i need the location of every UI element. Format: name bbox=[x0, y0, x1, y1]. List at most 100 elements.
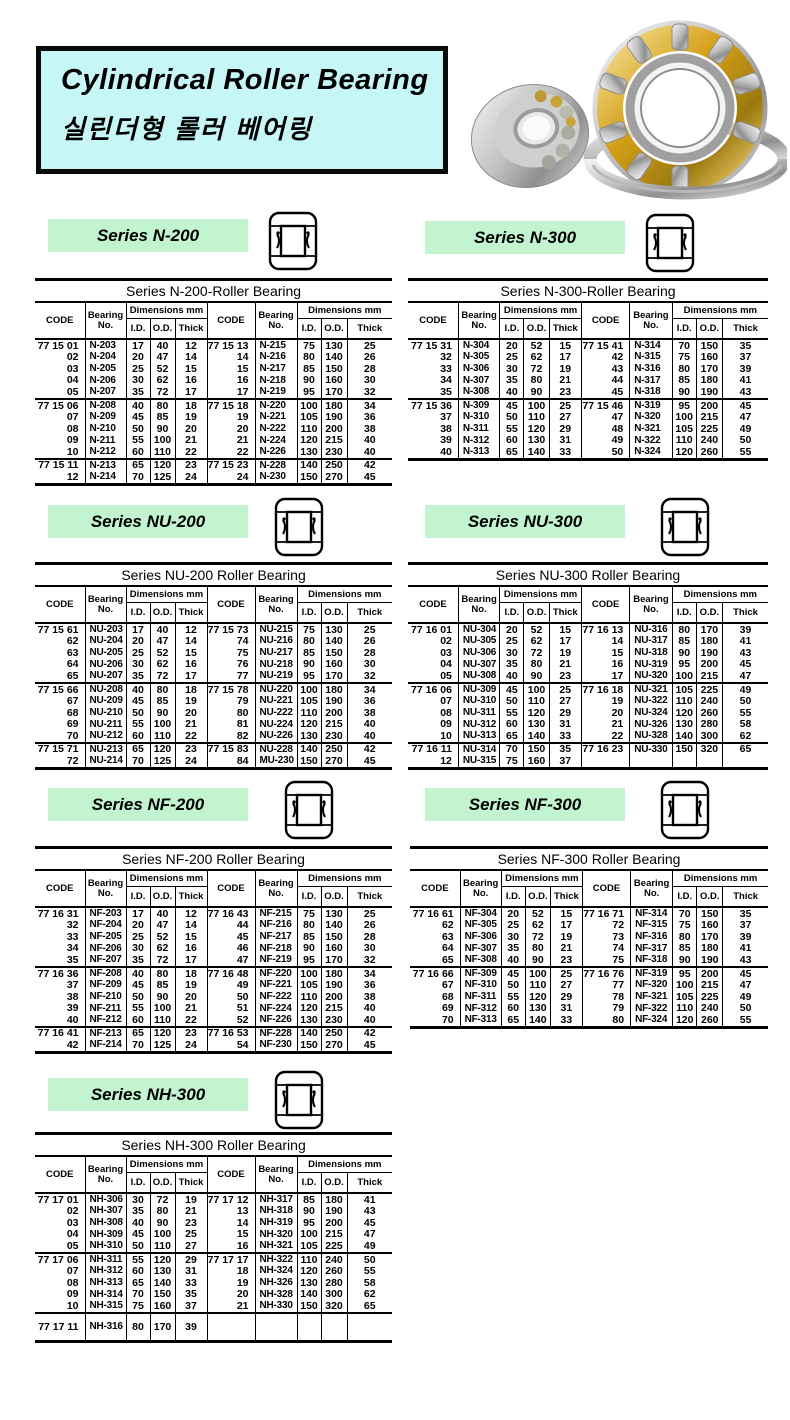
table-cell: 100 bbox=[149, 718, 175, 731]
table-cell: 77 16 36 bbox=[35, 966, 85, 980]
bearing-cross-section-icon bbox=[658, 779, 712, 841]
table-row: 02 N-204 20 47 14 14 N-216 80 140 26 bbox=[35, 351, 393, 364]
table-cell: N-209 bbox=[84, 411, 126, 424]
table-cell: 17 bbox=[125, 906, 150, 920]
table-cell: N-211 bbox=[84, 434, 126, 447]
table-cell: 43 bbox=[722, 647, 768, 659]
table-cell: 72 bbox=[149, 386, 175, 399]
table-cell: 77 15 73 bbox=[206, 622, 255, 636]
table-cell: 85 bbox=[149, 979, 175, 992]
table-cell: 90 bbox=[672, 954, 697, 967]
table-cell: NU-219 bbox=[254, 670, 297, 683]
table-row: 34 N-307 35 80 21 44 N-317 85 180 41 bbox=[408, 374, 768, 387]
table-cell: 19 bbox=[174, 1192, 207, 1206]
table-row: 09 NU-312 60 130 31 21 NU-326 130 280 58 bbox=[408, 718, 768, 731]
table-cell: 07 bbox=[66, 411, 79, 424]
table-row: 35 N-308 40 90 23 45 N-318 90 190 43 bbox=[408, 386, 768, 399]
table-cell: 55 bbox=[500, 991, 526, 1003]
table-cell: 77 16 48 bbox=[206, 966, 255, 980]
column-header-thick: Thick bbox=[549, 886, 583, 907]
table-cell: 21 bbox=[174, 718, 207, 731]
table-cell: 130 bbox=[523, 718, 550, 731]
table-cell: NU-319 bbox=[629, 658, 673, 671]
table-cell: 140 bbox=[149, 1277, 175, 1289]
table-cell: 90 bbox=[149, 423, 175, 435]
column-header-dimensions: Dimensions mm bbox=[500, 870, 583, 887]
table-cell: NF-317 bbox=[630, 942, 673, 955]
table-cell: 31 bbox=[548, 718, 582, 731]
table-cell: 140 bbox=[296, 457, 321, 472]
column-header-id: I.D. bbox=[125, 886, 150, 907]
table-cell: 150 bbox=[296, 1300, 321, 1313]
table-cell: NU-203 bbox=[84, 622, 126, 636]
table-cell: 77 16 23 bbox=[580, 741, 630, 756]
table-cell: 170 bbox=[695, 363, 723, 375]
table-cell: 55 bbox=[499, 423, 524, 435]
table-cell: NF-224 bbox=[254, 1002, 297, 1015]
table-cell: 80 bbox=[125, 1311, 150, 1342]
table-cell: 140 bbox=[523, 730, 550, 743]
table-row: 35 NF-207 35 72 17 47 NF-219 95 170 32 bbox=[35, 954, 393, 967]
table-cell: 125 bbox=[149, 755, 175, 769]
table-cell: 77 17 06 bbox=[35, 1252, 85, 1266]
table-cell: 70 bbox=[672, 906, 697, 920]
table-cell: 25 bbox=[125, 647, 150, 659]
table-cell: 250 bbox=[320, 741, 347, 756]
table-cell: 55 bbox=[125, 434, 150, 447]
table-cell: 190 bbox=[320, 411, 347, 424]
column-header-od: O.D. bbox=[523, 318, 550, 339]
table-cell: 77 16 43 bbox=[206, 906, 255, 920]
table-row: 05 NH-310 50 110 27 16 NH-321 105 225 49 bbox=[35, 1240, 393, 1253]
table-cell: 26 bbox=[346, 919, 393, 932]
table-cell: 72 bbox=[524, 931, 551, 943]
table-cell: NU-321 bbox=[629, 682, 673, 696]
column-header-bearing-no: Bearing No. bbox=[457, 302, 500, 339]
table-cell: 45 bbox=[580, 386, 630, 399]
table-cell: NU-205 bbox=[84, 647, 126, 659]
table-cell: 24 bbox=[174, 1039, 207, 1053]
table-row: 65 NU-207 35 72 17 77 NU-219 95 170 32 bbox=[35, 670, 393, 683]
table-cell: 40 bbox=[125, 398, 150, 412]
table-cell: NF-204 bbox=[84, 919, 126, 932]
table-cell: 120 bbox=[296, 434, 321, 447]
table-cell: 70 bbox=[125, 471, 150, 485]
table-row: 37 NF-209 45 85 19 49 NF-221 105 190 36 bbox=[35, 979, 393, 992]
column-header-dimensions: Dimensions mm bbox=[296, 302, 393, 319]
table-cell: 43 bbox=[722, 954, 768, 967]
table-cell: 80 bbox=[149, 966, 175, 980]
page-title-english: Cylindrical Roller Bearing bbox=[61, 64, 429, 96]
table-cell: 35 bbox=[174, 1288, 207, 1301]
table-cell: 30 bbox=[346, 658, 393, 671]
table-cell: 69 bbox=[66, 718, 79, 731]
table-cell: 40 bbox=[346, 718, 393, 731]
column-header-dimensions: Dimensions mm bbox=[671, 586, 768, 603]
table-cell: NU-211 bbox=[84, 718, 126, 731]
table-cell: 250 bbox=[320, 457, 347, 472]
table-row: 02 NU-305 25 62 17 14 NU-317 85 180 41 bbox=[408, 635, 768, 648]
column-header-bearing-no: Bearing No. bbox=[254, 870, 297, 907]
column-header-thick: Thick bbox=[346, 1172, 393, 1193]
bearing-cross-section-icon bbox=[658, 496, 712, 558]
table-cell: NU-315 bbox=[457, 755, 500, 769]
table-cell: 35 bbox=[125, 954, 150, 967]
table-row: 70 NU-212 60 110 22 82 NU-226 130 230 40 bbox=[35, 730, 393, 743]
table-cell: 30 bbox=[125, 1192, 150, 1206]
table-cell: 34 bbox=[66, 942, 79, 955]
table-cell: 22 bbox=[206, 446, 255, 459]
table-cell: 36 bbox=[346, 695, 393, 708]
table-cell: 49 bbox=[346, 1240, 393, 1253]
column-header-bearing-no: Bearing No. bbox=[457, 586, 500, 623]
table-cell: 03 bbox=[440, 646, 452, 659]
table-cell: 110 bbox=[523, 695, 550, 708]
table-row: 38 N-311 55 120 29 48 N-321 105 225 49 bbox=[408, 423, 768, 435]
column-header-dimensions: Dimensions mm bbox=[296, 586, 393, 603]
column-header-od: O.D. bbox=[320, 1172, 347, 1193]
column-header-dimensions: Dimensions mm bbox=[125, 302, 207, 319]
table-cell: 25 bbox=[346, 622, 393, 636]
table-cell: 95 bbox=[671, 658, 697, 671]
table-cell: 27 bbox=[548, 411, 582, 424]
table-row: 10 NH-315 75 160 37 21 NH-330 150 320 65 bbox=[35, 1300, 393, 1313]
column-header-bearing-no: Bearing No. bbox=[254, 1156, 297, 1193]
table-cell: 170 bbox=[320, 954, 347, 967]
column-header-od: O.D. bbox=[149, 602, 175, 623]
